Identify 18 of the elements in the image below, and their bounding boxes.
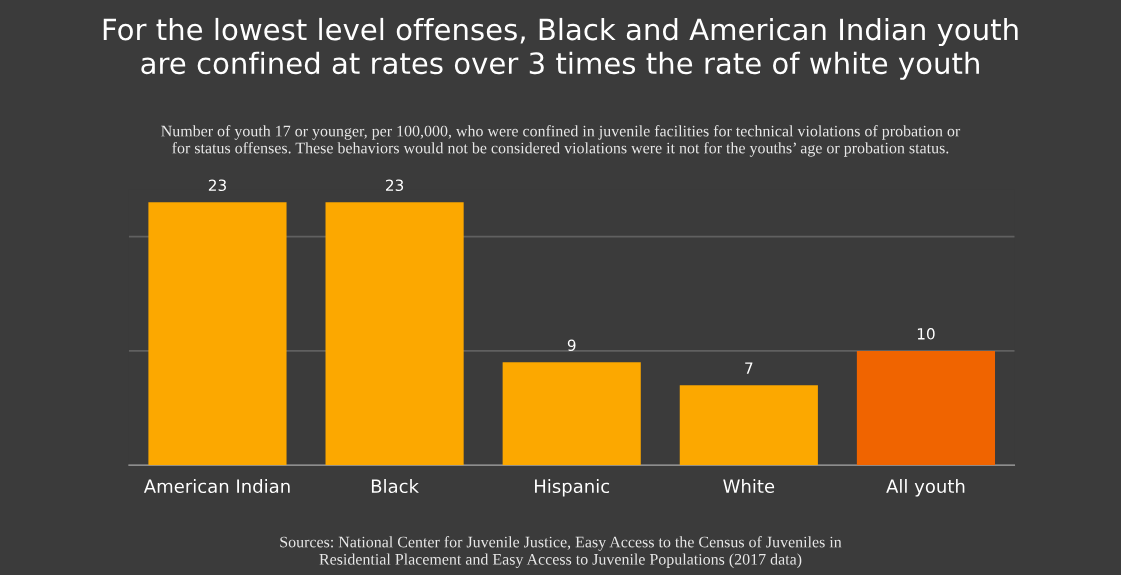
data-label: 23 <box>385 179 404 192</box>
bar <box>502 362 641 466</box>
data-label: 23 <box>208 179 226 192</box>
x-tick-label: All youth <box>886 479 965 497</box>
data-label: 10 <box>917 328 935 340</box>
x-tick-label: White <box>723 479 775 494</box>
bar <box>148 202 287 466</box>
bar <box>325 202 464 466</box>
x-tick-label: Hispanic <box>535 479 610 497</box>
data-label: 9 <box>567 339 576 352</box>
source-note: Sources: National Center for Juvenile Justice, Easy Access to the Census of Juveniles in Residential Placement and Easy Access to Juvenile Populations (2017 data) <box>280 536 842 568</box>
bar <box>679 385 818 466</box>
x-tick-label: Black <box>371 479 419 494</box>
bar <box>856 350 996 466</box>
chart-subtitle: Number of youth 17 or younger, per 100,000, who were confined in juvenile facilities for technical violations of probation or for status offenses. These behaviors would not be considered violations were it not for the youths’ age or probation status. <box>161 125 961 157</box>
data-label: 7 <box>745 362 753 374</box>
x-tick-label: American Indian <box>143 479 290 494</box>
chart-title: For the lowest level offenses, Black and American Indian youth are confined at rates over 3 times the rate of white youth <box>103 17 1018 80</box>
